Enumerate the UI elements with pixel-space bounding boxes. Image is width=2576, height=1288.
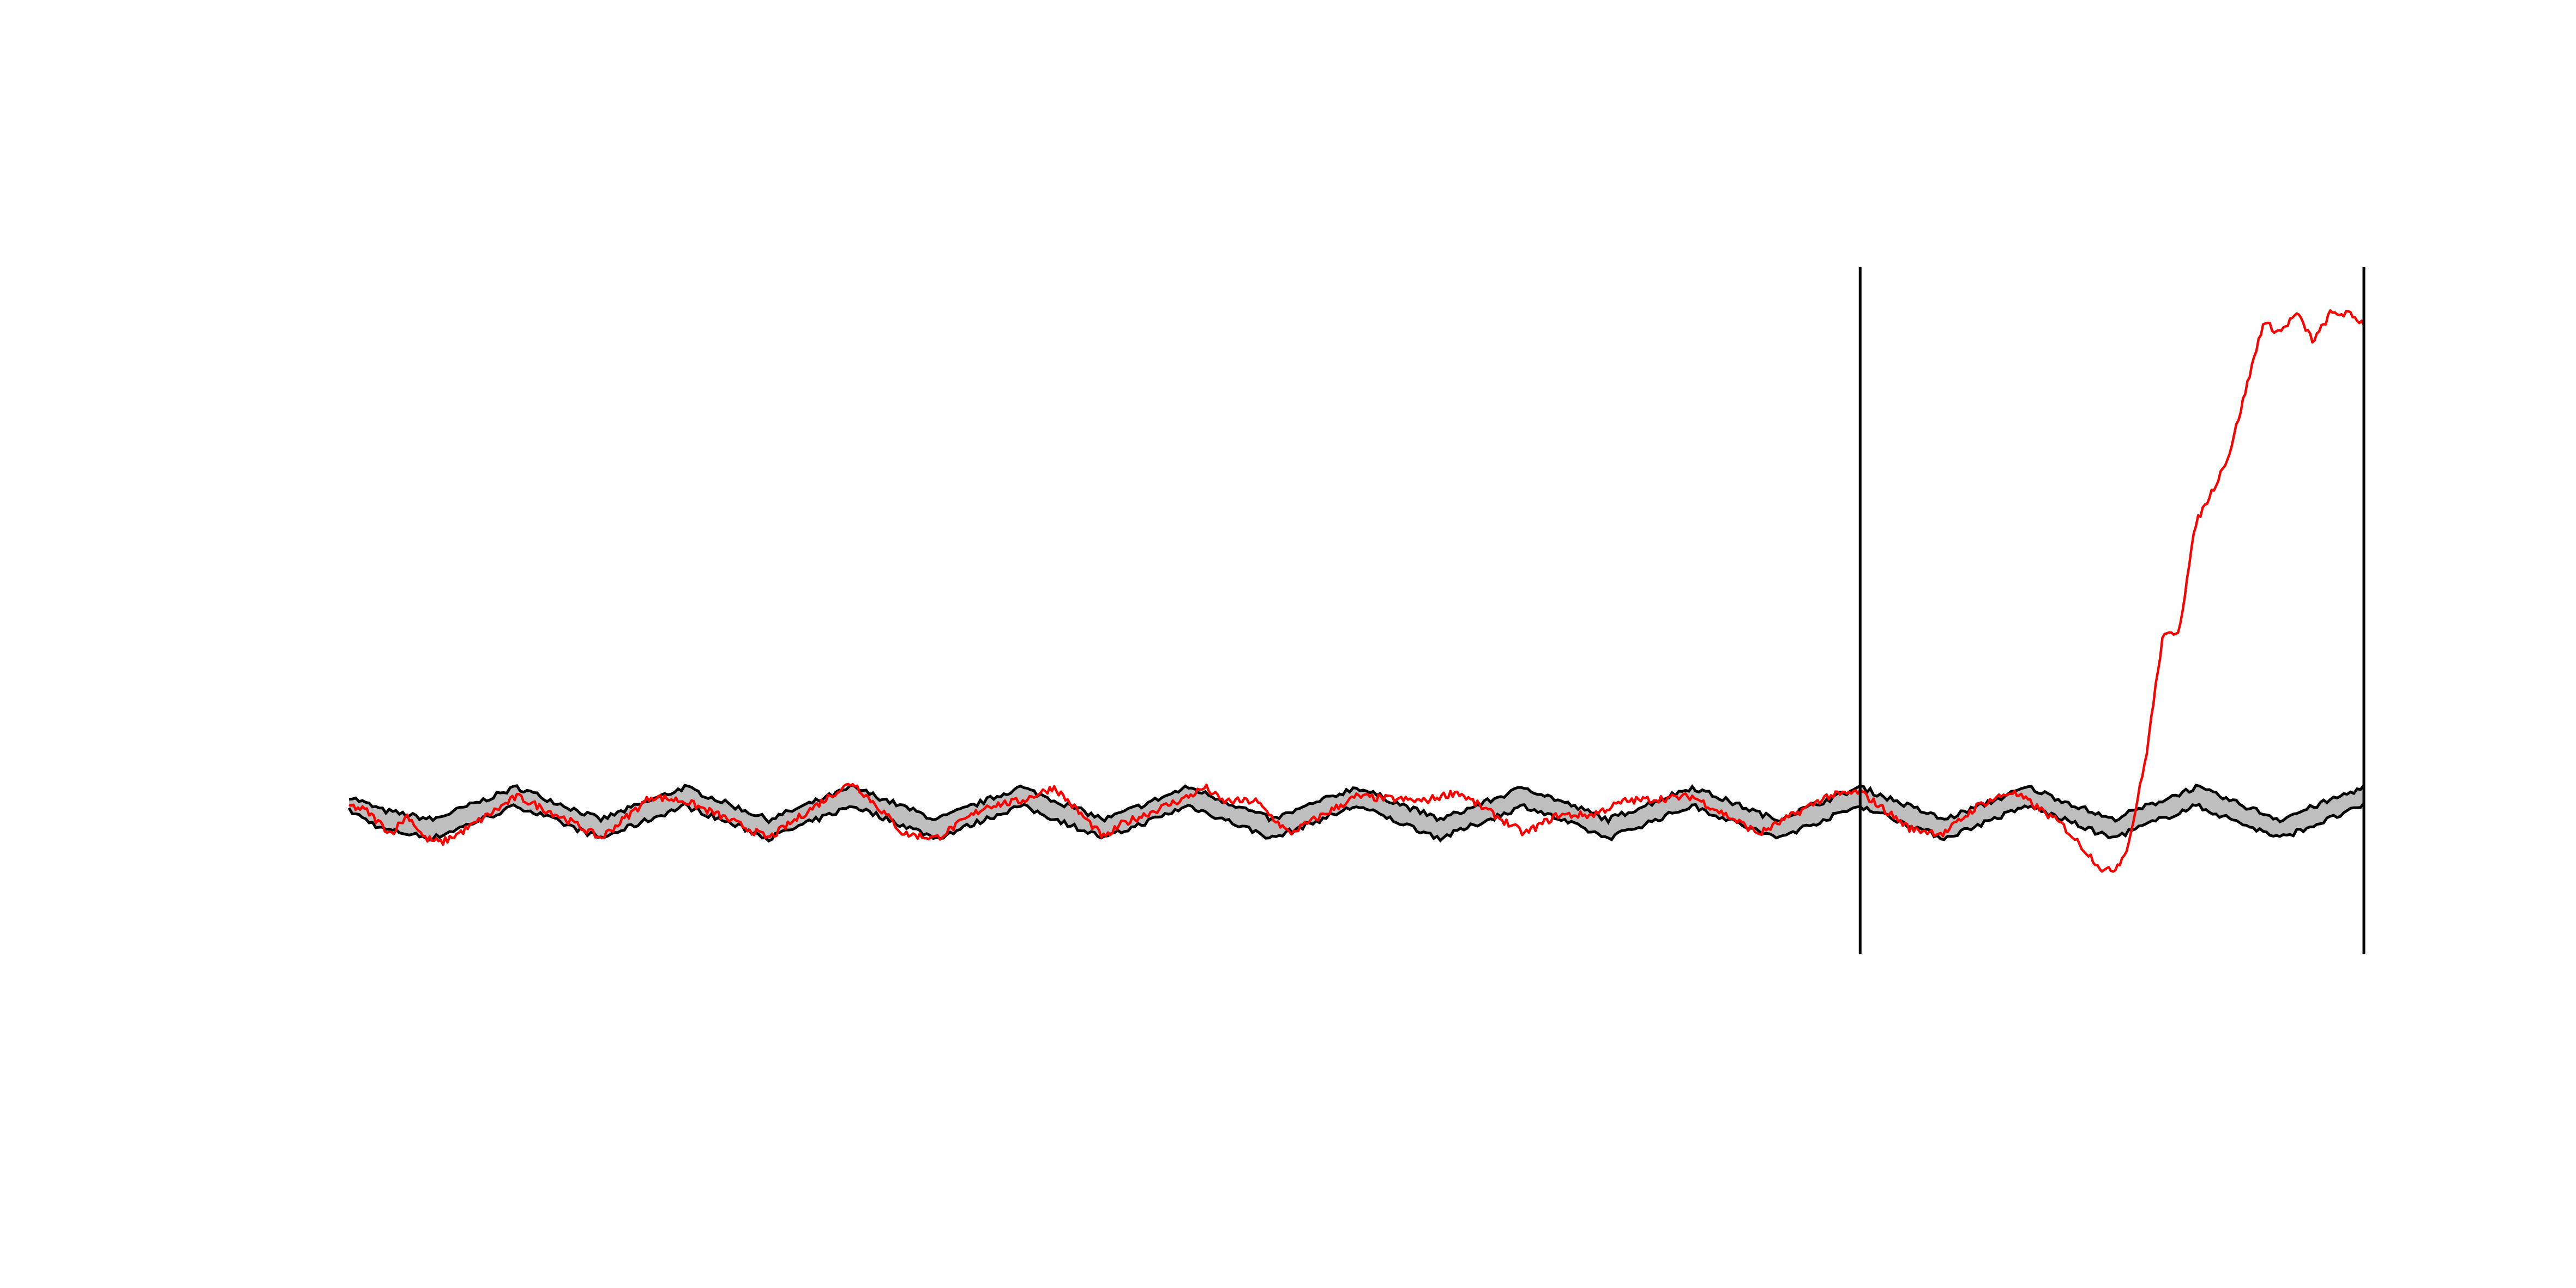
- band-upper-line: [348, 783, 2365, 825]
- plot-area: [347, 267, 2366, 954]
- observed-series-line: [348, 309, 2366, 873]
